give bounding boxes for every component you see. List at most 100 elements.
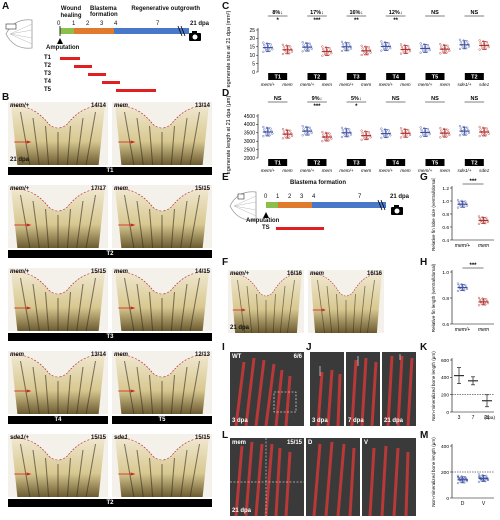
data-point <box>328 132 331 135</box>
y-tick-label: 200 <box>441 392 449 398</box>
tick-e-2: 2 <box>288 194 292 200</box>
fin-image-right: mem 14/15 <box>112 268 212 331</box>
data-point <box>328 47 331 50</box>
y-tick-label: 2000 <box>244 156 255 162</box>
data-point <box>399 43 403 46</box>
dpa-label: 21 dpa <box>230 325 250 331</box>
data-point <box>458 47 462 51</box>
data-point <box>486 302 490 305</box>
y-tick-label: 0.8 <box>442 212 449 218</box>
data-point <box>380 40 383 43</box>
data-point <box>348 128 351 131</box>
y-tick-label: 400 <box>441 375 449 381</box>
data-point <box>456 199 460 202</box>
panel-h-chart: 0.6 0.8 1.0 Relative fin length (ventral/do… <box>431 263 494 333</box>
x-tick-label: sde1/+ <box>458 82 472 87</box>
percent-label: 16%↓ <box>349 10 363 16</box>
camera-icon <box>189 31 201 41</box>
data-point <box>422 49 425 53</box>
data-point <box>420 128 423 132</box>
data-point <box>323 138 327 141</box>
treatment-box <box>268 73 288 80</box>
data-point <box>340 135 344 139</box>
percent-label: NS <box>392 96 400 102</box>
fin-image-right: mem 13/14 <box>112 102 212 165</box>
fin-image-left: sde1/+ 15/15 <box>8 434 108 497</box>
fin-schematic-icon <box>5 19 33 49</box>
treatment-box-label: T2 <box>471 161 477 167</box>
data-point <box>465 287 469 291</box>
count-label: 14/14 <box>90 103 106 109</box>
stage-wound-healing: Wound healing <box>60 6 82 19</box>
x-tick-label: mem/+ <box>379 168 393 173</box>
data-point <box>441 50 445 53</box>
data-point <box>360 129 363 132</box>
data-point <box>419 135 422 138</box>
amputation-label: Amputation <box>46 45 80 51</box>
treatment-t2-bar <box>74 65 92 68</box>
x-tick-label: mem/+ <box>300 168 314 173</box>
panel-j-image-21dpa: 21 dpa <box>382 352 416 426</box>
tick-e-7: 7 <box>358 194 362 200</box>
data-point <box>302 43 305 46</box>
genotype-label: mem <box>310 271 325 277</box>
y-tick-label: 1.2 <box>442 186 449 192</box>
treatment-box-label: T4 <box>392 161 399 167</box>
treatment-ts: TS <box>262 225 270 231</box>
data-point <box>308 126 312 129</box>
y-tick-label: 0 <box>446 496 449 502</box>
data-point <box>281 52 285 56</box>
data-point <box>422 133 425 137</box>
dpa-label: 21 dpa <box>232 508 252 514</box>
treatment-box <box>386 73 406 80</box>
count-label: 16/16 <box>286 271 302 277</box>
panel-label-e: E <box>222 172 229 183</box>
data-point <box>323 52 327 56</box>
fin-image-left: mem/+ 17/17 <box>8 185 108 248</box>
data-point <box>440 129 443 132</box>
genotype-label: mem <box>10 352 25 358</box>
y-tick-label: 400 <box>441 444 449 450</box>
data-point <box>477 222 481 225</box>
data-point <box>448 49 451 52</box>
x-tick-label: sde1 <box>479 168 489 173</box>
data-point <box>456 481 460 485</box>
count-label: 17/17 <box>90 186 106 192</box>
genotype-label: WT <box>232 354 242 360</box>
panel-m-chart: 0 200 400 Non-mineralized bone length (μm) D… <box>431 437 494 507</box>
percent-label: 5%↓ <box>351 96 362 102</box>
x-tick-label: mem <box>361 168 371 173</box>
stage-blastema: Blastema formation <box>90 6 118 18</box>
data-point <box>457 284 461 287</box>
treatment-bar: T5 <box>112 416 212 424</box>
y-axis-label: Relative fin lobe size (ventral/dorsal) <box>431 178 436 251</box>
treatment-t4-bar <box>102 81 120 84</box>
amputation-e-label: Amputation <box>246 218 280 224</box>
data-point <box>301 40 304 44</box>
percent-label: NS <box>274 96 282 102</box>
data-point <box>459 41 463 44</box>
tick-1: 1 <box>72 21 76 27</box>
data-point <box>289 45 292 48</box>
x-unit-label: (dpa) <box>484 415 495 420</box>
data-point <box>467 131 471 134</box>
data-point <box>446 44 449 47</box>
x-tick-label: mem <box>400 168 410 173</box>
treatment-box <box>425 73 445 80</box>
treatment-box-label: T2 <box>471 75 477 81</box>
treatment-t1: T1 <box>44 55 52 61</box>
data-point <box>441 134 445 137</box>
y-tick-label: 5 <box>252 61 255 67</box>
genotype-label: mem <box>114 352 129 358</box>
data-point <box>399 52 403 55</box>
timeline-e-bar <box>263 199 386 218</box>
data-point <box>381 42 384 46</box>
data-point <box>486 478 490 481</box>
data-point <box>459 127 463 130</box>
data-point <box>408 133 412 137</box>
data-point <box>439 136 442 139</box>
data-point <box>360 44 363 47</box>
treatment-bar: T4 <box>8 416 108 424</box>
y-tick-label: 200 <box>441 470 449 476</box>
x-tick-label: mem/+ <box>418 168 432 173</box>
